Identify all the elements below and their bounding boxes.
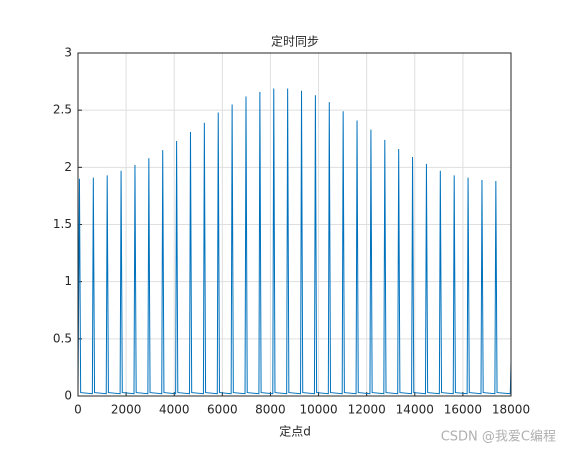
x-axis-label: 定点d [279, 424, 311, 439]
y-tick-label: 1.5 [53, 217, 72, 231]
x-tick-label: 0 [74, 403, 82, 417]
y-tick-label: 0.5 [53, 331, 72, 345]
data-line [77, 88, 512, 395]
x-tick-label: 16000 [444, 403, 482, 417]
x-tick-label: 4000 [159, 403, 190, 417]
y-tick-label: 1 [64, 274, 72, 288]
plot-frame [77, 52, 512, 397]
x-tick-label: 12000 [348, 403, 386, 417]
y-tick-label: 2 [64, 160, 72, 174]
x-tick-label: 10000 [299, 403, 337, 417]
x-tick-label: 2000 [111, 403, 142, 417]
y-tick-label: 3 [64, 46, 72, 60]
chart-title: 定时同步 [271, 34, 319, 49]
watermark: CSDN @我爱C编程 [441, 430, 556, 445]
y-tick-label: 2.5 [53, 103, 72, 117]
x-tick-label: 6000 [207, 403, 238, 417]
y-tick-label: 0 [64, 389, 72, 403]
x-tick-label: 8000 [255, 403, 286, 417]
x-tick-label: 14000 [396, 403, 434, 417]
x-tick-label: 18000 [492, 403, 530, 417]
